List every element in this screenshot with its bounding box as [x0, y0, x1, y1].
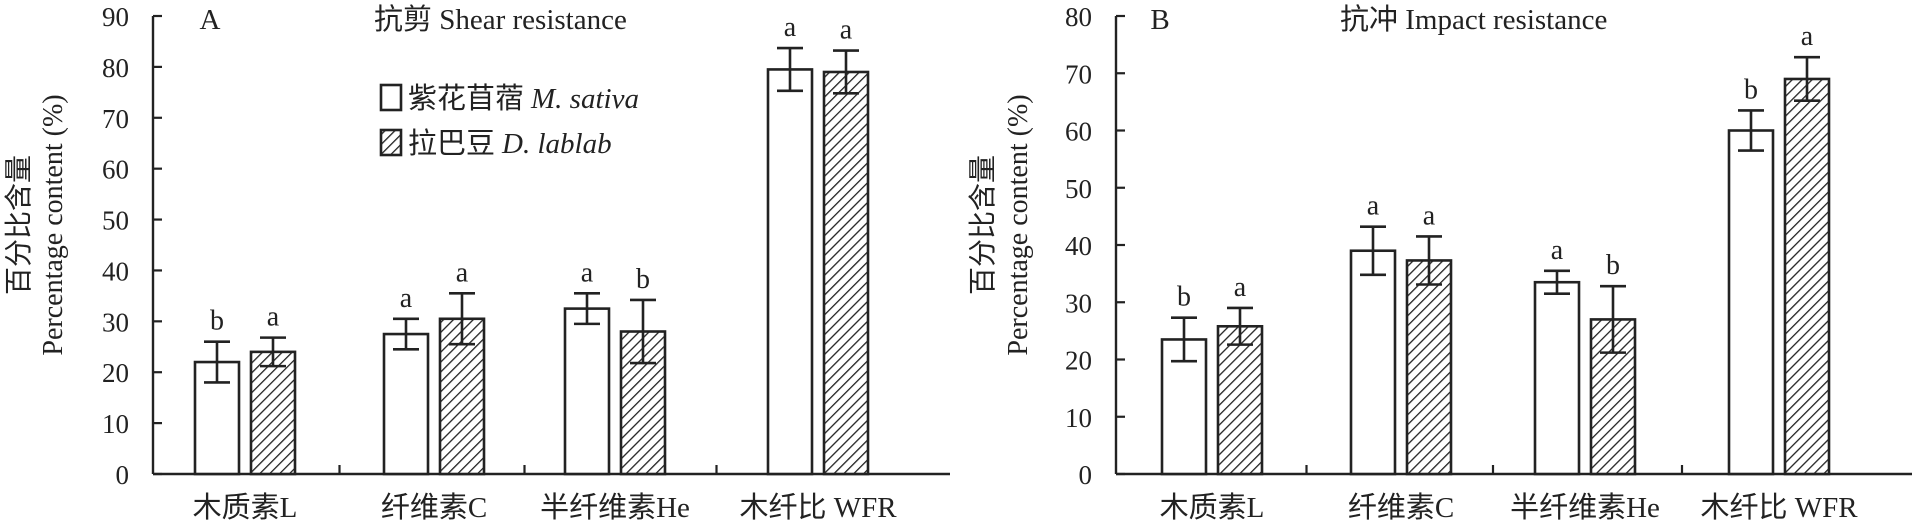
- panel-a-category-label: 木纤比 WFR: [739, 491, 897, 524]
- panel-b-y-tick-label: 70: [1065, 59, 1092, 89]
- panel-a-significance-label: a: [456, 257, 469, 288]
- panel-a-chart: 0 10 20 30 40 50 60 70 80 90 木质素L 纤维素C 半纤维素He 木纤比 WFR…: [3, 2, 950, 524]
- panel-a-bar: [822, 70, 870, 476]
- panel-a-error-bar: [630, 298, 656, 365]
- panel-a-y-tick-label: 10: [102, 409, 129, 439]
- panel-b-bar: [1533, 280, 1581, 476]
- panel-b-error-bar: [1171, 316, 1197, 363]
- panel-b-significance-label: b: [1744, 74, 1758, 105]
- panel-a-error-bar: [574, 292, 600, 326]
- panel-b-bar: [1783, 77, 1831, 476]
- panel-a-significance-label: a: [784, 12, 797, 43]
- panel-b-error-bar: [1227, 306, 1253, 346]
- panel-b-error-bar: [1416, 235, 1442, 286]
- panel-b-y-tick-label: 60: [1065, 117, 1092, 147]
- panel-a-y-tick-label: 80: [102, 53, 129, 83]
- legend-label-m-sativa: 紫花苜蓿 M. sativa: [408, 82, 639, 115]
- panel-b-y-tick-label: 0: [1079, 460, 1093, 490]
- panel-a-error-bar: [833, 49, 859, 95]
- panel-a-y-tick-label: 30: [102, 307, 129, 337]
- panel-a-y-tick-label: 70: [102, 104, 129, 134]
- panel-a-bar: [563, 307, 611, 476]
- panel-b-bar: [1349, 249, 1397, 476]
- panel-b-y-tick-label: 40: [1065, 231, 1092, 261]
- panel-a-letter: A: [200, 4, 221, 36]
- panel-a-category-label: 半纤维素He: [540, 491, 690, 524]
- panel-a-y-tick-label: 0: [116, 460, 130, 490]
- panel-b-y-axis-label-en: Percentage content (%): [1003, 94, 1034, 355]
- panel-b-significance-label: b: [1606, 250, 1620, 281]
- legend-label-d-lablab: 拉巴豆 D. lablab: [408, 127, 612, 160]
- panel-b-y-tick-label: 80: [1065, 2, 1092, 32]
- panel-b-chart: 0 10 20 30 40 50 60 70 80 木质素L 纤维素C 半纤维素He 木纤比 WFR b a…: [967, 2, 1912, 524]
- panel-b-error-bar: [1738, 109, 1764, 152]
- panel-b-significance-label: a: [1423, 200, 1436, 231]
- panel-a-significance-label: a: [581, 257, 594, 288]
- panel-b-error-bar: [1544, 269, 1570, 295]
- panel-b-category-label: 木质素L: [1160, 491, 1265, 524]
- panel-b-y-tick-label: 20: [1065, 346, 1092, 376]
- panel-b-category-label: 纤维素C: [1348, 491, 1454, 524]
- panel-a-y-tick-label: 60: [102, 155, 129, 185]
- panel-a-bar: [382, 332, 430, 476]
- legend: 紫花苜蓿 M. sativa 拉巴豆 D. lablab: [379, 82, 639, 160]
- panel-b-category-label: 半纤维素He: [1510, 491, 1660, 524]
- panel-b-error-bar: [1360, 225, 1386, 277]
- panel-a-y-axis-label-cn: 百分比含量: [3, 155, 35, 295]
- panel-a-significance-label: a: [267, 302, 280, 333]
- panel-b-title: 抗冲 Impact resistance: [1340, 3, 1607, 36]
- panel-a-error-bar: [777, 46, 803, 93]
- panel-b-bar: [1216, 324, 1264, 476]
- panel-b-significance-label: a: [1551, 235, 1564, 266]
- panel-b-bar: [1405, 259, 1453, 476]
- panel-b-category-label: 木纤比 WFR: [1700, 491, 1858, 524]
- panel-a-bar: [249, 350, 297, 476]
- panel-a-error-bar: [260, 336, 286, 368]
- panel-b-error-bar: [1794, 55, 1820, 103]
- panel-b-significance-label: a: [1234, 272, 1247, 303]
- panel-a-significance-label: b: [636, 264, 650, 295]
- panel-b-y-tick-label: 50: [1065, 174, 1092, 204]
- legend-swatch-d-lablab: [379, 128, 403, 157]
- panel-a-y-tick-label: 40: [102, 256, 129, 286]
- panel-a-significance-label: a: [400, 283, 413, 314]
- panel-b-error-bar: [1600, 284, 1626, 354]
- legend-swatch-m-sativa: [379, 83, 403, 112]
- panel-a-bar: [766, 68, 814, 476]
- panel-a-error-bar: [449, 292, 475, 346]
- panel-b-bar: [1727, 129, 1775, 476]
- panel-b-significance-label: a: [1801, 21, 1814, 52]
- panel-a-y-tick-label: 20: [102, 358, 129, 388]
- panel-a-category-label: 纤维素C: [381, 491, 487, 524]
- panel-a-y-tick-label: 90: [102, 2, 129, 32]
- panel-b-y-tick-label: 30: [1065, 288, 1092, 318]
- panel-b-significance-label: b: [1177, 282, 1191, 313]
- panel-b-y-tick-label: 10: [1065, 403, 1092, 433]
- panel-a-significance-label: b: [210, 306, 224, 337]
- panel-a-error-bar: [204, 340, 230, 384]
- panel-a-category-label: 木质素L: [193, 491, 298, 524]
- panel-b-significance-label: a: [1367, 191, 1380, 222]
- panel-a-title: 抗剪 Shear resistance: [374, 3, 627, 36]
- panel-a-significance-label: a: [840, 15, 853, 46]
- panel-a-y-tick-label: 50: [102, 206, 129, 236]
- panel-b-y-axis-label-cn: 百分比含量: [967, 155, 999, 295]
- panel-a-error-bar: [393, 317, 419, 351]
- panel-a-y-axis-label-en: Percentage content (%): [38, 94, 69, 355]
- panel-b-letter: B: [1150, 4, 1169, 36]
